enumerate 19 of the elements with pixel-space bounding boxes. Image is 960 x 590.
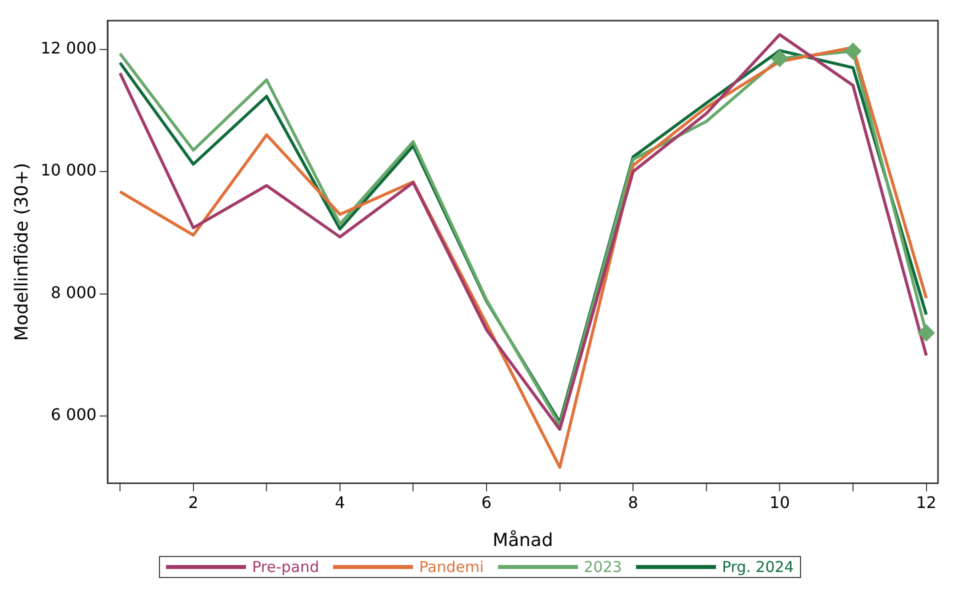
point <box>918 324 935 342</box>
x-tick-label: 12 <box>916 492 936 512</box>
point <box>844 42 862 60</box>
y-tick-label: 12 000 <box>40 38 97 58</box>
x-tick-label: 2 <box>188 492 198 512</box>
x-axis-title: Månad <box>492 530 554 551</box>
text: Prg. 2024 <box>722 558 794 576</box>
x-tick-label: 6 <box>481 492 492 512</box>
x-tick-label: 10 <box>770 492 790 512</box>
y-tick-label: 8 000 <box>50 282 97 302</box>
text: Pre-pand <box>252 558 320 576</box>
y-tick-label: 10 000 <box>40 160 97 180</box>
text: 2023 <box>584 558 622 576</box>
y-tick-label: 6 000 <box>50 405 97 424</box>
x-tick-label: 8 <box>628 492 638 512</box>
point <box>771 50 788 67</box>
x-tick-label: 4 <box>334 492 346 512</box>
text: Pandemi <box>419 558 484 576</box>
y-axis-title: Modellinflöde (30+) <box>11 162 32 341</box>
